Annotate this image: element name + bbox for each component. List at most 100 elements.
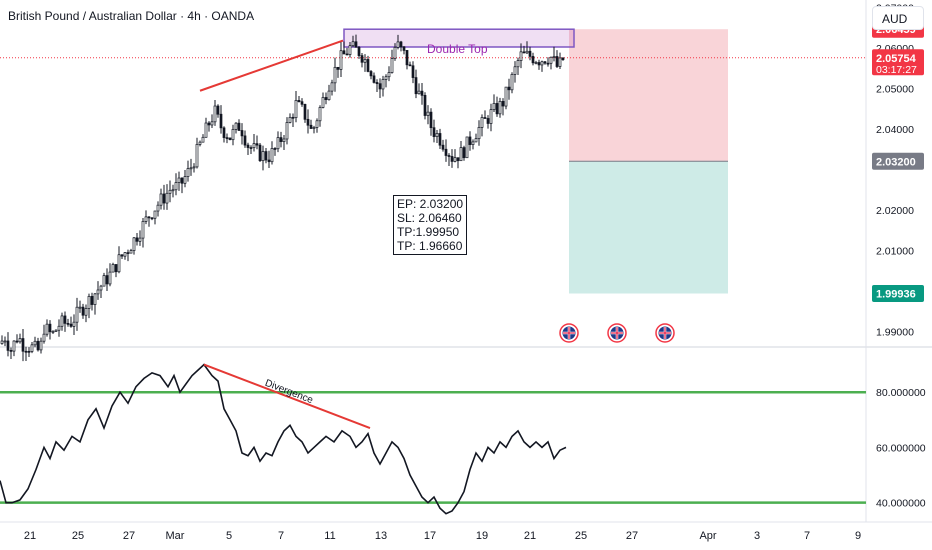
candle (108, 263, 112, 287)
candle-body (498, 100, 502, 115)
candle-body (288, 116, 292, 123)
candle-body (27, 350, 31, 353)
rsi-axis-tick: 40.000000 (876, 498, 926, 510)
candle-body (78, 306, 82, 309)
candle (561, 57, 565, 61)
candle-body (102, 275, 106, 287)
price-axis-tick: 1.99000 (876, 326, 914, 338)
candle (315, 118, 319, 133)
last-price-label-countdown: 03:17:27 (876, 64, 917, 76)
candle-body (393, 47, 397, 59)
candle-body (408, 64, 412, 67)
candle (18, 333, 22, 344)
candle-body (267, 159, 271, 163)
candle-body (333, 66, 337, 84)
candle (33, 336, 37, 348)
candle (540, 60, 544, 72)
candle-body (453, 157, 457, 162)
candle (201, 134, 205, 143)
candle (483, 110, 487, 119)
candle (432, 119, 436, 143)
candle-body (528, 50, 532, 57)
uk-flag-event-icon (655, 323, 675, 343)
candle (291, 113, 295, 127)
candle-body (525, 50, 529, 54)
candle-body (114, 264, 118, 273)
candle (549, 56, 553, 70)
last-price-label-bg (872, 49, 924, 76)
candle (243, 130, 247, 148)
candle-body (303, 103, 307, 120)
candle-body (378, 83, 382, 90)
candle-body (93, 293, 97, 305)
price-axis-tick: 2.05000 (876, 83, 914, 95)
candle-body (171, 189, 175, 192)
candle (450, 149, 454, 168)
candle-body (555, 56, 559, 67)
candle-body (543, 61, 547, 64)
candle (168, 180, 172, 203)
candle (60, 312, 64, 331)
candle-body (153, 210, 157, 219)
candle (360, 52, 364, 68)
candle-body (306, 118, 310, 126)
candle (405, 50, 409, 70)
candle (264, 147, 268, 164)
candle-body (45, 323, 49, 335)
candle (135, 232, 139, 246)
candle-body (246, 144, 250, 148)
candle (186, 160, 190, 182)
candle-body (123, 252, 127, 257)
candle (465, 136, 469, 159)
candle-body (234, 122, 238, 130)
candle-body (60, 315, 64, 327)
candle-body (270, 148, 274, 163)
candle (441, 139, 445, 152)
candle (81, 303, 85, 319)
candle-body (504, 86, 508, 107)
target-price-label-bg (872, 284, 924, 302)
candle-body (216, 105, 220, 115)
candle-body (507, 86, 511, 91)
candle-body (447, 155, 451, 157)
stop-loss-zone (569, 29, 728, 162)
candle (216, 104, 220, 118)
target-price-label: 1.99936 (872, 284, 924, 302)
candle-body (258, 144, 262, 162)
candle-body (471, 141, 475, 145)
candle-body (342, 50, 346, 55)
candle (357, 46, 361, 59)
candle-body (261, 151, 265, 162)
currency-button[interactable]: AUD (872, 6, 924, 30)
candle (342, 41, 346, 55)
candle (21, 329, 25, 362)
rsi-line (0, 363, 567, 515)
candle-body (72, 321, 76, 327)
uk-flag-event-icon (607, 323, 627, 343)
price-axis-tick: 2.04000 (876, 124, 914, 136)
entry-price-label-bg (872, 152, 924, 170)
candle (438, 128, 442, 150)
time-axis-label: 9 (855, 530, 861, 542)
candle (6, 332, 10, 357)
candle (276, 131, 280, 153)
candle-body (468, 136, 472, 145)
candle (546, 57, 550, 67)
candle (9, 347, 13, 360)
candle-body (294, 100, 298, 118)
candle-body (141, 221, 145, 239)
candle-body (360, 55, 364, 63)
rsi-axis-tick: 80.000000 (876, 387, 926, 399)
candle-body (387, 72, 391, 78)
candle-body (138, 237, 142, 242)
candle-body (417, 90, 421, 95)
candle (84, 304, 88, 323)
candle-body (105, 275, 109, 285)
time-axis-label: 25 (72, 530, 84, 542)
candle-body (285, 122, 289, 140)
candle-body (321, 97, 325, 108)
candle-body (57, 325, 61, 331)
candle (300, 98, 304, 107)
